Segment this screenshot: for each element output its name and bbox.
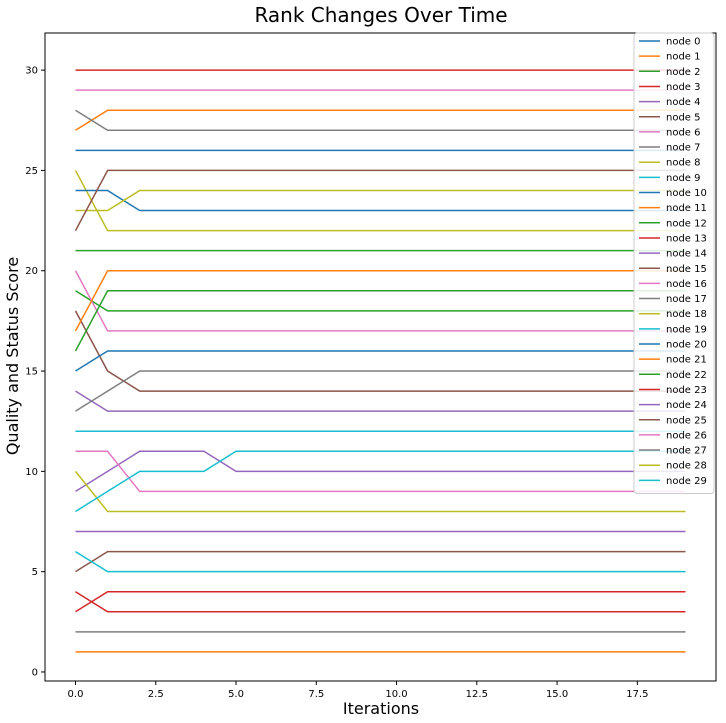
legend-label: node 11 <box>666 203 707 214</box>
legend-box <box>633 32 715 494</box>
x-tick-label: 12.5 <box>466 689 488 700</box>
x-axis: 0.0 2.5 5.0 7.5 10.0 12.5 15.0 17.5 <box>68 681 648 700</box>
series-line-node-26 <box>75 450 686 493</box>
series-line-node-3 <box>75 591 686 613</box>
series-line-node-18 <box>75 189 686 212</box>
legend-label: node 18 <box>666 309 707 320</box>
legend-label: node 3 <box>666 82 701 93</box>
series-line-node-21 <box>74 269 686 332</box>
legend-label: node 13 <box>666 233 707 244</box>
series-line-node-12 <box>75 290 686 312</box>
legend-label: node 9 <box>666 173 701 184</box>
legend-label: node 6 <box>666 127 701 138</box>
legend-label: node 5 <box>666 112 701 123</box>
series-line-node-28 <box>74 470 686 513</box>
series-line-node-8 <box>74 170 686 232</box>
x-tick-label: 0.0 <box>68 689 84 700</box>
y-tick-label: 25 <box>25 166 38 177</box>
series-line-node-29 <box>75 450 686 513</box>
series-line-node-11 <box>75 109 686 131</box>
legend-label: node 14 <box>666 249 707 260</box>
legend-label: node 21 <box>666 355 707 366</box>
series-line-node-15 <box>74 310 686 392</box>
legend-label: node 0 <box>666 37 701 48</box>
legend-label: node 24 <box>666 400 707 411</box>
legend-label: node 16 <box>666 279 707 290</box>
legend-label: node 28 <box>666 461 707 472</box>
y-tick-label: 0 <box>32 667 38 678</box>
legend-label: node 12 <box>666 218 707 229</box>
legend-label: node 7 <box>666 143 701 154</box>
legend-label: node 23 <box>666 385 707 396</box>
series-line-node-17 <box>75 109 686 132</box>
legend-label: node 25 <box>666 415 707 426</box>
series-line-node-25 <box>74 169 686 231</box>
series-line-node-20 <box>75 350 686 372</box>
legend-label: node 8 <box>666 158 701 169</box>
legend-label: node 10 <box>666 188 707 199</box>
x-tick-label: 5.0 <box>228 689 244 700</box>
plot-area <box>44 32 717 682</box>
legend-label: node 22 <box>666 370 707 381</box>
x-tick-label: 17.5 <box>626 689 648 700</box>
legend-label: node 15 <box>666 264 707 275</box>
series-line-node-27 <box>75 370 686 412</box>
legend-label: node 2 <box>666 67 701 78</box>
series-line-node-16 <box>74 270 686 332</box>
legend-label: node 4 <box>666 97 701 108</box>
y-tick-label: 10 <box>25 467 38 478</box>
series-line-node-24 <box>75 450 686 493</box>
legend-label: node 19 <box>666 324 707 335</box>
x-tick-label: 15.0 <box>546 689 568 700</box>
legend-label: node 29 <box>666 476 707 487</box>
legend-label: node 17 <box>666 294 707 305</box>
legend-label: node 27 <box>666 446 707 457</box>
series-line-node-5 <box>75 550 686 573</box>
y-axis-label: Quality and Status Score <box>3 257 22 455</box>
y-tick-label: 5 <box>32 567 38 578</box>
series-lines <box>74 69 686 653</box>
legend-label: node 1 <box>666 52 701 63</box>
legend: node 0 node 1 node 2 node 3 node 4 node 5 node… <box>633 32 715 494</box>
series-line-node-23 <box>75 590 686 613</box>
chart-title: Rank Changes Over Time <box>254 3 507 27</box>
x-axis-label: Iterations <box>343 699 419 718</box>
y-tick-label: 15 <box>25 367 38 378</box>
legend-label: node 26 <box>666 430 707 441</box>
x-tick-label: 2.5 <box>148 689 164 700</box>
series-line-node-14 <box>75 390 686 412</box>
x-tick-label: 10.0 <box>385 689 407 700</box>
y-axis: 0 5 10 15 20 25 30 <box>25 66 45 678</box>
series-line-node-22 <box>74 290 686 352</box>
legend-label: node 20 <box>666 340 707 351</box>
y-tick-label: 30 <box>25 66 38 77</box>
y-tick-label: 20 <box>25 266 38 277</box>
x-tick-label: 7.5 <box>308 689 324 700</box>
series-line-node-10 <box>75 189 686 212</box>
series-line-node-19 <box>75 550 686 573</box>
